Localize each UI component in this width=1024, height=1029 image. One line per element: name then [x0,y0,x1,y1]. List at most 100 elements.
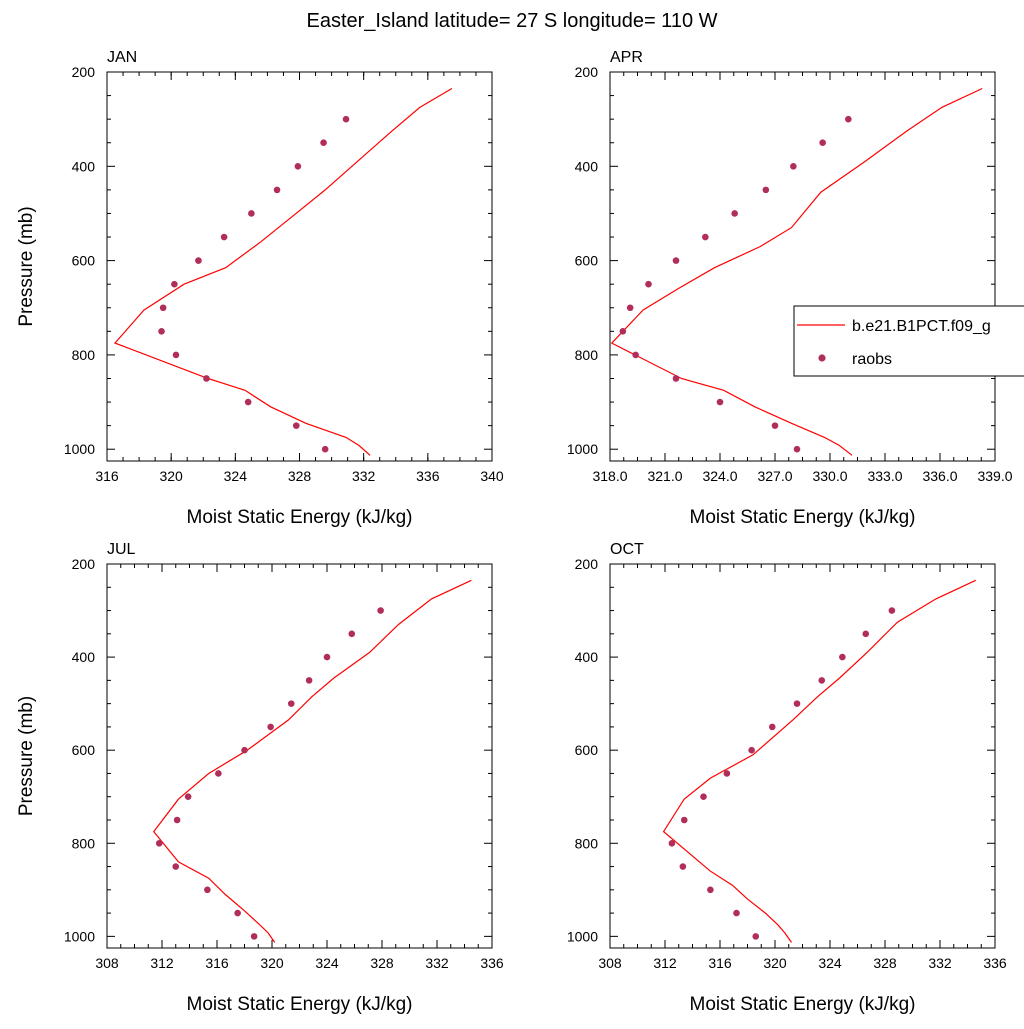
x-tick-label: 308 [95,955,119,971]
plot-frame [106,71,493,462]
y-tick-label: 800 [575,835,599,851]
panel-apr: APR 318.0 321.0 324.0 327.0 330.0 333.0 336.0 33… [567,49,1013,528]
x-tick-label: 312 [653,955,677,971]
raobs-point [632,351,639,359]
x-tick-label: 332 [928,955,952,971]
raobs-point [250,933,258,940]
raobs-point [348,630,356,638]
y-tick-label: 600 [72,253,96,269]
raobs-point [793,700,801,707]
x-tick-label: 321.0 [647,468,682,484]
raobs-point [819,139,826,147]
y-tick-label: 400 [575,158,599,174]
raobs-point [184,793,192,801]
raobs-point [793,445,801,453]
x-tick-label: 332 [425,955,449,971]
raobs-point [716,398,724,406]
panel-oct: OCT 308 312 316 320 324 328 332 336 200 400 600 800 1… [567,541,1007,1015]
y-tick-label: 400 [72,158,96,174]
raobs-point [668,839,676,847]
x-tick-label: 316 [708,955,732,971]
raobs-point [215,770,222,777]
y-tick-label: 1000 [567,928,598,944]
x-tick-label: 330.0 [812,468,847,484]
x-tick-label: 324 [315,955,339,971]
raobs-point [273,186,281,194]
raobs-point [234,909,241,917]
raobs-point [645,280,652,288]
model-series-line [610,87,983,456]
panel-data [152,579,472,943]
raobs-point [702,233,709,241]
x-tick-label: 308 [598,955,622,971]
y-tick-label: 600 [575,742,599,758]
raobs-point [323,653,331,661]
x-tick-label: 328 [873,955,897,971]
y-tick-label: 200 [575,556,599,572]
raobs-point [321,445,329,453]
x-tick-label: 333.0 [867,468,902,484]
raobs-point [305,677,313,684]
raobs-point [244,398,252,406]
y-tick-label: 200 [72,64,96,80]
y-tick-label: 800 [72,347,96,363]
legend-obs-label: raobs [852,351,892,368]
y-tick-label: 200 [575,64,599,80]
model-series-line [152,579,472,943]
raobs-point [733,909,740,917]
x-axis-label: Moist Static Energy (kJ/kg) [690,994,916,1015]
y-tick-label: 800 [575,347,599,363]
x-tick-label: 316 [95,468,119,484]
raobs-point [159,304,167,312]
x-tick-label: 316 [205,955,229,971]
plot-frame [609,563,996,949]
raobs-point [679,863,687,870]
x-axis-label: Moist Static Energy (kJ/kg) [187,994,413,1015]
x-tick-label: 336 [480,955,504,971]
raobs-point [294,163,302,170]
raobs-point [672,257,680,264]
panel-label: APR [610,49,643,66]
raobs-point [172,351,180,359]
x-tick-label: 320 [763,955,787,971]
raobs-point [195,257,202,264]
y-tick-label: 600 [72,742,96,758]
raobs-point [267,723,274,731]
raobs-point [762,186,770,194]
raobs-point [818,677,826,684]
raobs-point [888,607,896,614]
y-tick-label: 1000 [64,928,95,944]
raobs-point [158,328,165,335]
raobs-point [790,163,797,170]
y-tick-label: 400 [575,649,599,665]
x-tick-label: 324 [818,955,842,971]
x-tick-label: 312 [150,955,174,971]
x-tick-label: 340 [480,468,504,484]
raobs-point [748,746,755,754]
raobs-point [287,700,295,707]
raobs-point [172,863,180,870]
x-tick-label: 318.0 [592,468,627,484]
raobs-point [680,816,688,824]
raobs-point [768,723,776,731]
raobs-point [248,210,255,217]
x-tick-label: 328 [288,468,312,484]
raobs-point [626,304,634,312]
x-tick-label: 320 [260,955,284,971]
x-tick-label: 336 [983,955,1007,971]
panel-label: OCT [610,541,644,558]
raobs-point [241,746,248,754]
model-series-line [113,87,453,456]
raobs-point [707,886,714,894]
raobs-point [220,233,228,241]
raobs-point [839,653,846,661]
raobs-point [203,375,210,382]
panel-label: JUL [107,541,136,558]
x-axis-label: Moist Static Energy (kJ/kg) [690,507,916,528]
raobs-point [204,886,211,894]
y-tick-label: 1000 [567,441,598,457]
raobs-point [731,210,738,217]
x-tick-label: 327.0 [757,468,792,484]
legend-model-label: b.e21.B1PCT.f09_g [852,318,991,335]
